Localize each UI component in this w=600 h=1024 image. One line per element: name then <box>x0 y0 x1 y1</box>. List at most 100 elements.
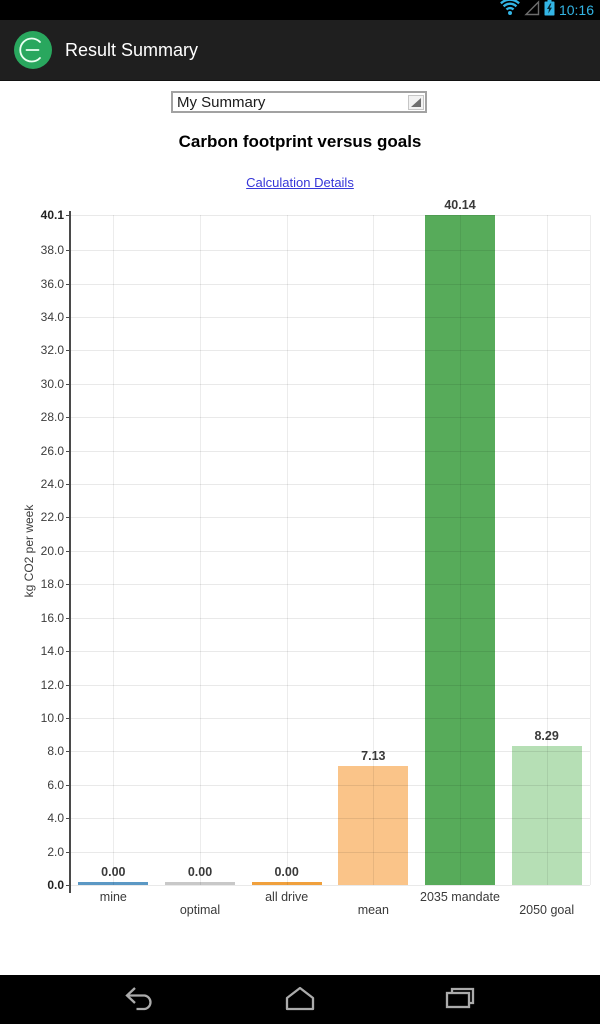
y-axis-tick <box>66 885 70 886</box>
x-gridline-right-edge <box>590 215 591 885</box>
y-tick-label: 6.0 <box>47 777 64 792</box>
back-icon <box>123 985 157 1016</box>
y-tick-label: 34.0 <box>40 309 64 324</box>
page-title: Result Summary <box>65 39 199 60</box>
home-button[interactable] <box>278 986 322 1014</box>
x-gridline <box>200 215 201 885</box>
y-tick-label: 22.0 <box>40 510 64 525</box>
y-axis-tick <box>66 484 70 485</box>
y-axis-line <box>69 211 71 893</box>
y-tick-label: 16.0 <box>40 610 64 625</box>
navigation-bar <box>0 975 600 1024</box>
y-tick-label: 24.0 <box>40 477 64 491</box>
y-axis-tick <box>66 517 70 519</box>
x-category-label: all drive <box>265 890 309 904</box>
y-axis-tick <box>66 250 70 252</box>
y-tick-label: 2.0 <box>47 844 64 859</box>
bar-mean <box>338 765 409 885</box>
calculation-details-link-wrap: Calculation Details <box>0 175 600 190</box>
y-tick-label: 38.0 <box>40 243 64 258</box>
y-gridline <box>70 851 590 853</box>
y-axis-tick <box>66 584 70 586</box>
y-tick-label: 18.0 <box>40 577 64 592</box>
y-tick-label: 28.0 <box>40 410 64 425</box>
x-category-label: 2050 goal <box>519 903 575 917</box>
bar-optimal <box>165 882 235 885</box>
bar-value-label: 7.13 <box>361 748 386 763</box>
y-gridline <box>70 751 590 753</box>
bar-value-label: 0.00 <box>101 865 126 879</box>
bar-mine <box>78 882 149 885</box>
y-gridline <box>70 484 590 485</box>
y-axis-tick <box>66 417 70 419</box>
battery-charging-icon <box>544 0 555 21</box>
y-gridline <box>70 684 590 686</box>
y-tick-label: 4.0 <box>47 811 64 826</box>
y-gridline <box>70 283 590 285</box>
y-axis-tick <box>66 550 70 552</box>
status-bar: 10:16 <box>0 0 600 20</box>
x-gridline <box>113 215 115 885</box>
y-axis-tick <box>66 450 70 452</box>
y-tick-label: 0.0 <box>47 878 64 892</box>
y-tick-label: 20.0 <box>40 543 64 558</box>
chart-title: Carbon footprint versus goals <box>178 132 422 151</box>
y-gridline <box>70 617 590 619</box>
back-button[interactable] <box>118 986 162 1014</box>
bar-value-label: 8.29 <box>534 729 559 744</box>
y-gridline <box>70 784 590 786</box>
x-gridline <box>286 215 288 885</box>
y-tick-label: 10.0 <box>40 710 64 725</box>
y-tick-label: 40.1 <box>40 208 64 222</box>
y-tick-label: 36.0 <box>40 276 64 291</box>
y-axis-tick <box>66 215 70 216</box>
bar-2050-goal <box>511 746 582 885</box>
y-tick-label: 12.0 <box>40 677 64 692</box>
summary-select[interactable]: My Summary <box>171 91 427 113</box>
bar-value-label: 0.00 <box>187 865 213 879</box>
x-gridline <box>546 215 548 885</box>
bar-all-drive <box>251 882 322 885</box>
app-logo-icon <box>13 30 53 70</box>
y-gridline <box>70 885 590 886</box>
y-axis-tick <box>66 717 70 719</box>
y-gridline <box>70 550 590 552</box>
y-axis-tick <box>66 684 70 686</box>
recents-icon <box>443 985 477 1016</box>
y-gridline <box>70 250 590 252</box>
y-axis-tick <box>66 617 70 619</box>
y-gridline <box>70 417 590 419</box>
y-gridline <box>70 316 590 318</box>
summary-select-value: My Summary <box>177 93 266 111</box>
y-gridline <box>70 383 590 385</box>
y-tick-label: 26.0 <box>40 443 64 458</box>
app-bar: Result Summary <box>0 20 600 81</box>
bar-value-label: 40.14 <box>444 198 476 212</box>
y-gridline <box>70 215 590 216</box>
clock-text: 10:16 <box>558 2 594 18</box>
y-tick-label: 30.0 <box>40 376 64 391</box>
y-axis-tick <box>66 818 70 820</box>
y-axis-tick <box>66 651 70 653</box>
x-category-label: optimal <box>179 903 221 917</box>
y-gridline <box>70 350 590 352</box>
x-gridline <box>460 215 461 885</box>
calculation-details-link[interactable]: Calculation Details <box>246 175 354 190</box>
y-axis-tick <box>66 383 70 385</box>
y-axis-tick <box>66 350 70 352</box>
y-gridline <box>70 450 590 452</box>
y-axis-tick <box>66 751 70 753</box>
recents-button[interactable] <box>438 986 482 1014</box>
y-axis-tick <box>66 316 70 318</box>
y-tick-label: 32.0 <box>40 343 64 358</box>
dropdown-arrow-icon <box>408 94 424 110</box>
y-axis-tick <box>66 283 70 285</box>
home-icon <box>283 985 317 1016</box>
y-tick-label: 14.0 <box>40 644 64 659</box>
x-gridline <box>373 215 375 885</box>
y-gridline <box>70 584 590 586</box>
x-category-label: mean <box>357 903 389 917</box>
bar-value-label: 0.00 <box>274 865 299 879</box>
y-axis-tick <box>66 784 70 786</box>
